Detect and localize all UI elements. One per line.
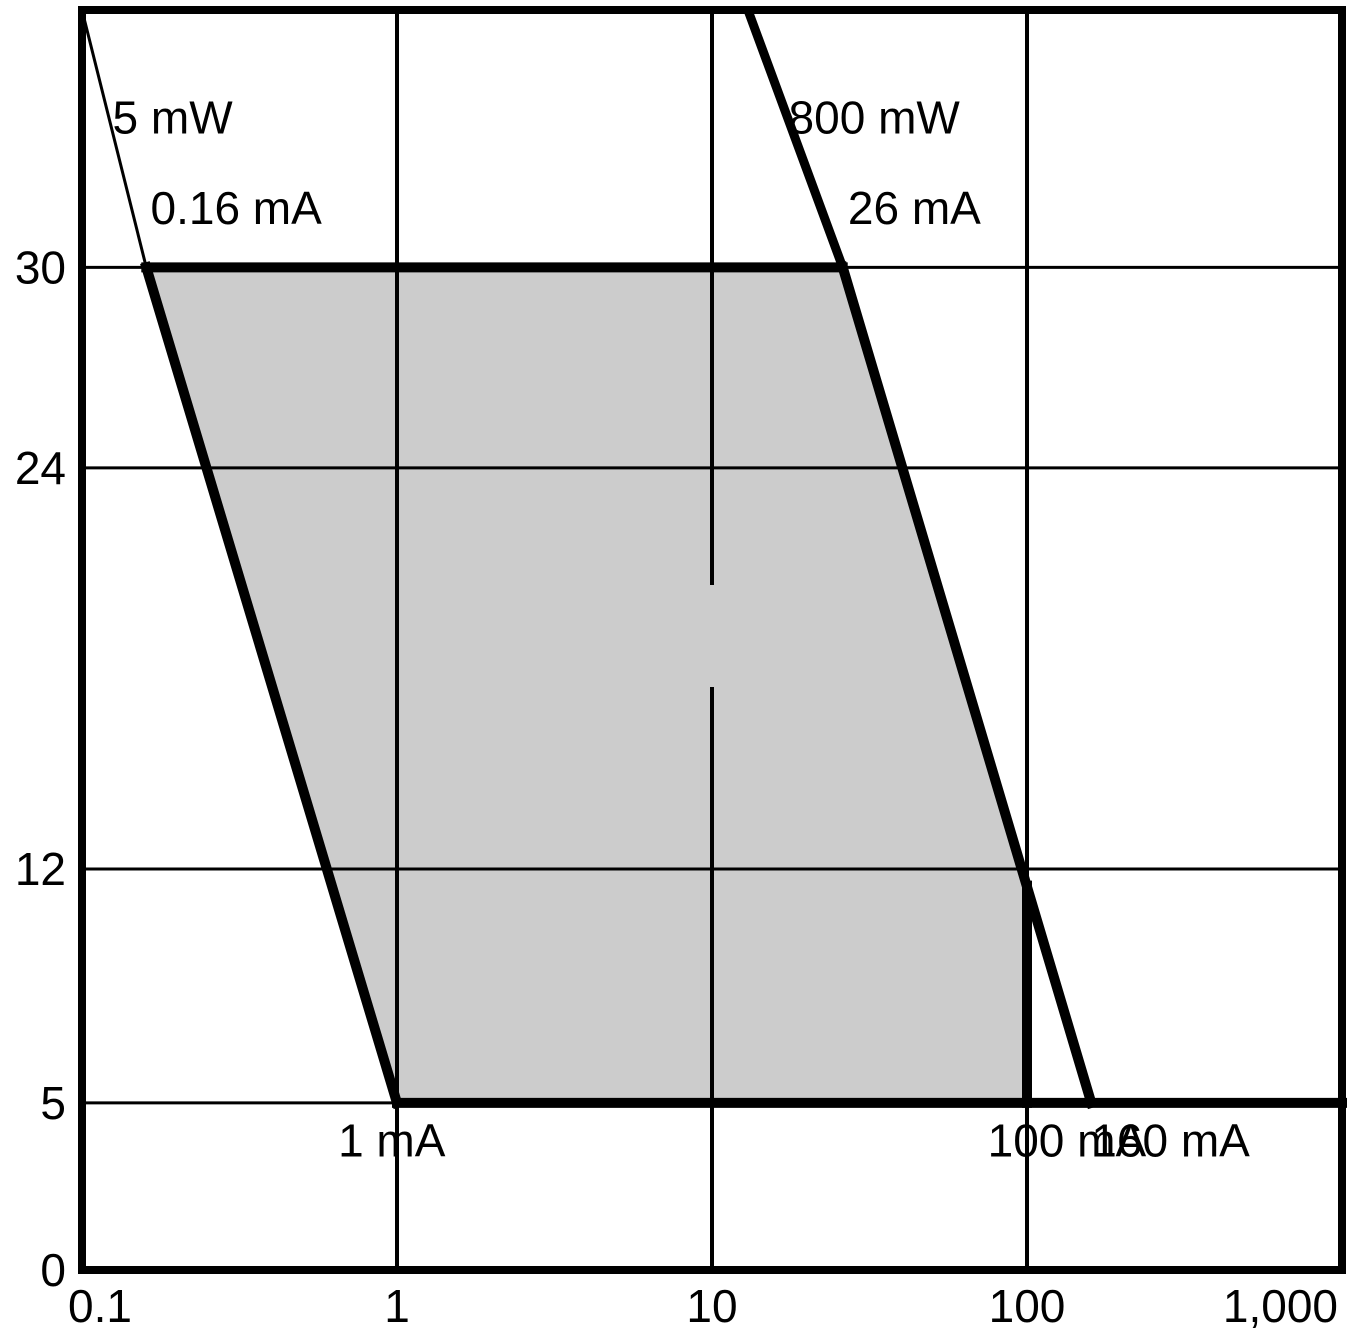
y-tick-label: 30: [15, 241, 66, 293]
x-tick-label: 0.1: [68, 1280, 132, 1332]
y-tick-label: 0: [40, 1244, 66, 1296]
operating-region: [146, 267, 1027, 1103]
frame-layer: [78, 6, 1346, 1274]
text-layer: 0.1 1 10 100 1,000 0 5 12 24 30 5 mW 0.16 mA 800 mW 2…: [15, 92, 1338, 1332]
power-curve-5mw: [80, 9, 148, 268]
boundary-right-800mw: [836, 261, 1098, 1110]
x-tick-label: 100: [989, 1280, 1066, 1332]
label-160ma: 160 mA: [1091, 1114, 1250, 1166]
y-tick-label: 24: [15, 442, 66, 494]
fill-layer: [146, 267, 1027, 1103]
x-tick-label: 1: [384, 1280, 410, 1332]
label-0-16ma: 0.16 mA: [151, 182, 323, 234]
label-1ma: 1 mA: [338, 1114, 446, 1166]
label-100ma: 100 mA: [988, 1114, 1147, 1166]
x-tick-label: 1,000: [1223, 1280, 1338, 1332]
y-tick-label: 12: [15, 843, 66, 895]
plot-frame: [78, 6, 1346, 1274]
boundary-left-5mw: [140, 261, 404, 1110]
label-26ma: 26 mA: [848, 182, 981, 234]
x-tick-label: 10: [686, 1280, 737, 1332]
line-layer: [80, 8, 1347, 1110]
label-5mw: 5 mW: [113, 92, 234, 144]
y-tick-label: 5: [40, 1077, 66, 1129]
label-800mw: 800 mW: [789, 92, 961, 144]
